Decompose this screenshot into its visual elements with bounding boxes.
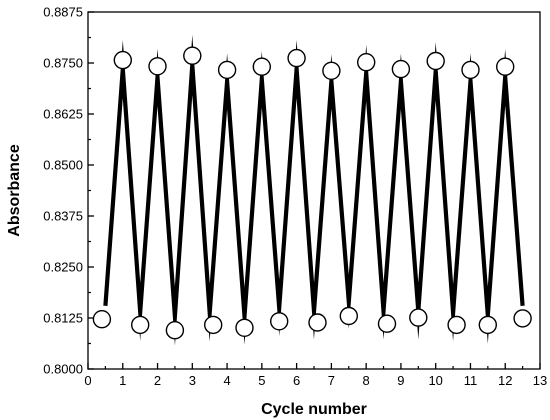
y-tick-label-1: 0.8125: [43, 311, 83, 326]
data-point-5: [165, 321, 185, 340]
data-point-22: [461, 60, 480, 80]
x-tick-label-12: 12: [498, 373, 512, 388]
data-point-16: [357, 53, 376, 72]
series-line: [103, 34, 525, 346]
y-tick-label-0: 0.8000: [43, 362, 83, 377]
data-point-19: [409, 308, 428, 327]
x-tick-label-13: 13: [533, 373, 547, 388]
y-axis-title: Absorbance: [6, 144, 23, 237]
y-tick-label-7: 0.8875: [43, 5, 83, 20]
x-tick-label-0: 0: [84, 373, 91, 388]
data-point-2: [113, 50, 133, 70]
data-point-17: [377, 314, 397, 333]
x-tick-label-10: 10: [428, 373, 442, 388]
data-point-18: [391, 59, 411, 79]
data-point-25: [513, 309, 532, 328]
y-tick-label-2: 0.8250: [43, 260, 83, 275]
data-point-12: [287, 48, 306, 68]
axes: 0 1 2 3 4 5 6 7 8 9 10 11 12 130.80000.81250.82500.83…: [43, 5, 547, 389]
data-point-10: [252, 57, 271, 76]
data-point-23: [478, 315, 497, 335]
y-tick-label-6: 0.8750: [43, 56, 83, 71]
data-point-24: [496, 57, 515, 76]
data-point-11: [270, 312, 289, 331]
data-point-13: [308, 313, 327, 332]
data-point-6: [183, 46, 202, 65]
x-tick-label-2: 2: [154, 373, 161, 388]
data-point-3: [130, 315, 150, 335]
x-tick-label-7: 7: [328, 373, 335, 388]
x-tick-label-3: 3: [189, 373, 196, 388]
data-point-1: [92, 310, 112, 329]
x-tick-label-5: 5: [258, 373, 265, 388]
y-tick-label-5: 0.8625: [43, 107, 83, 122]
x-tick-label-8: 8: [363, 373, 370, 388]
x-tick-label-11: 11: [464, 373, 478, 388]
data-point-7: [203, 315, 223, 335]
x-tick-label-9: 9: [397, 373, 404, 388]
y-tick-label-4: 0.8500: [43, 158, 83, 173]
data-point-15: [339, 306, 358, 326]
data-point-8: [217, 60, 237, 80]
data-point-20: [426, 51, 445, 71]
y-tick-label-3: 0.8375: [43, 209, 83, 224]
data-point-4: [148, 57, 167, 76]
data-point-9: [235, 318, 254, 337]
x-tick-label-4: 4: [223, 373, 230, 388]
x-tick-label-1: 1: [119, 373, 126, 388]
data-point-21: [447, 315, 466, 335]
x-axis-title: Cycle number: [261, 401, 367, 418]
data-point-14: [322, 61, 341, 81]
x-tick-label-6: 6: [293, 373, 300, 388]
series-absorbance: [92, 34, 532, 346]
